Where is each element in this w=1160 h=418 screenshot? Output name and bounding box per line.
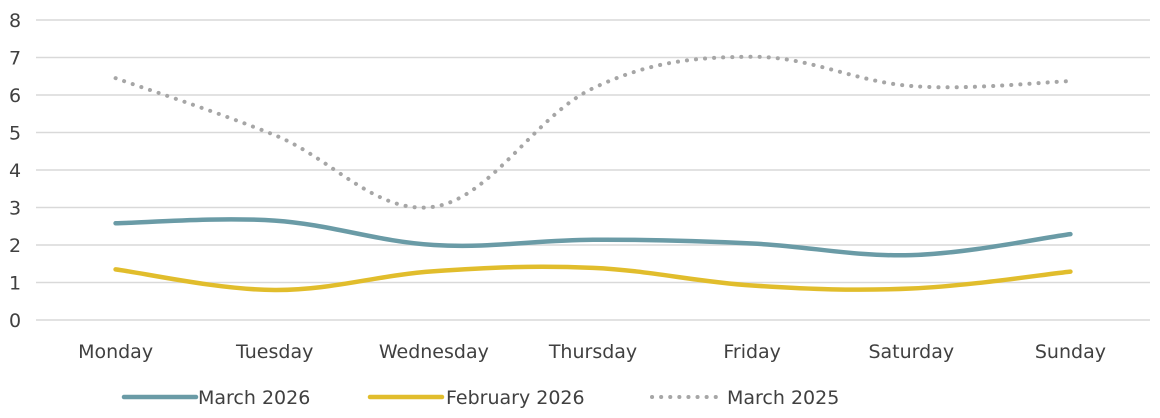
y-tick-label: 8 [9,10,21,32]
y-tick-label: 6 [9,85,21,107]
y-tick-label: 2 [9,235,21,257]
y-tick-label: 1 [9,273,21,295]
series-line-0 [113,217,1073,258]
y-tick-label: 7 [9,48,21,70]
x-tick-label: Tuesday [235,341,313,363]
y-tick-label: 4 [9,160,21,182]
y-tick-label: 5 [9,123,21,145]
legend-label-1: February 2026 [446,387,585,409]
x-tick-label: Wednesday [379,341,489,363]
x-tick-label: Saturday [868,341,954,363]
y-tick-label: 3 [9,198,21,220]
x-tick-label: Friday [723,341,781,363]
y-axis: 0 1 2 3 4 5 6 7 8 [9,10,21,332]
x-tick-label: Sunday [1035,341,1106,363]
series-lines [113,54,1073,293]
legend-label-0: March 2026 [198,387,310,409]
series-line-2 [113,54,1073,210]
legend-label-2: March 2025 [727,387,839,409]
y-tick-label: 0 [9,310,21,332]
series-line-1 [113,264,1073,293]
gridlines [36,19,1150,321]
x-tick-label: Thursday [548,341,637,363]
x-axis: Monday Tuesday Wednesday Thursday Friday Satu… [78,341,1106,363]
x-tick-label: Monday [78,341,153,363]
legend: March 2026 February 2026 March 2025 [121,387,839,409]
